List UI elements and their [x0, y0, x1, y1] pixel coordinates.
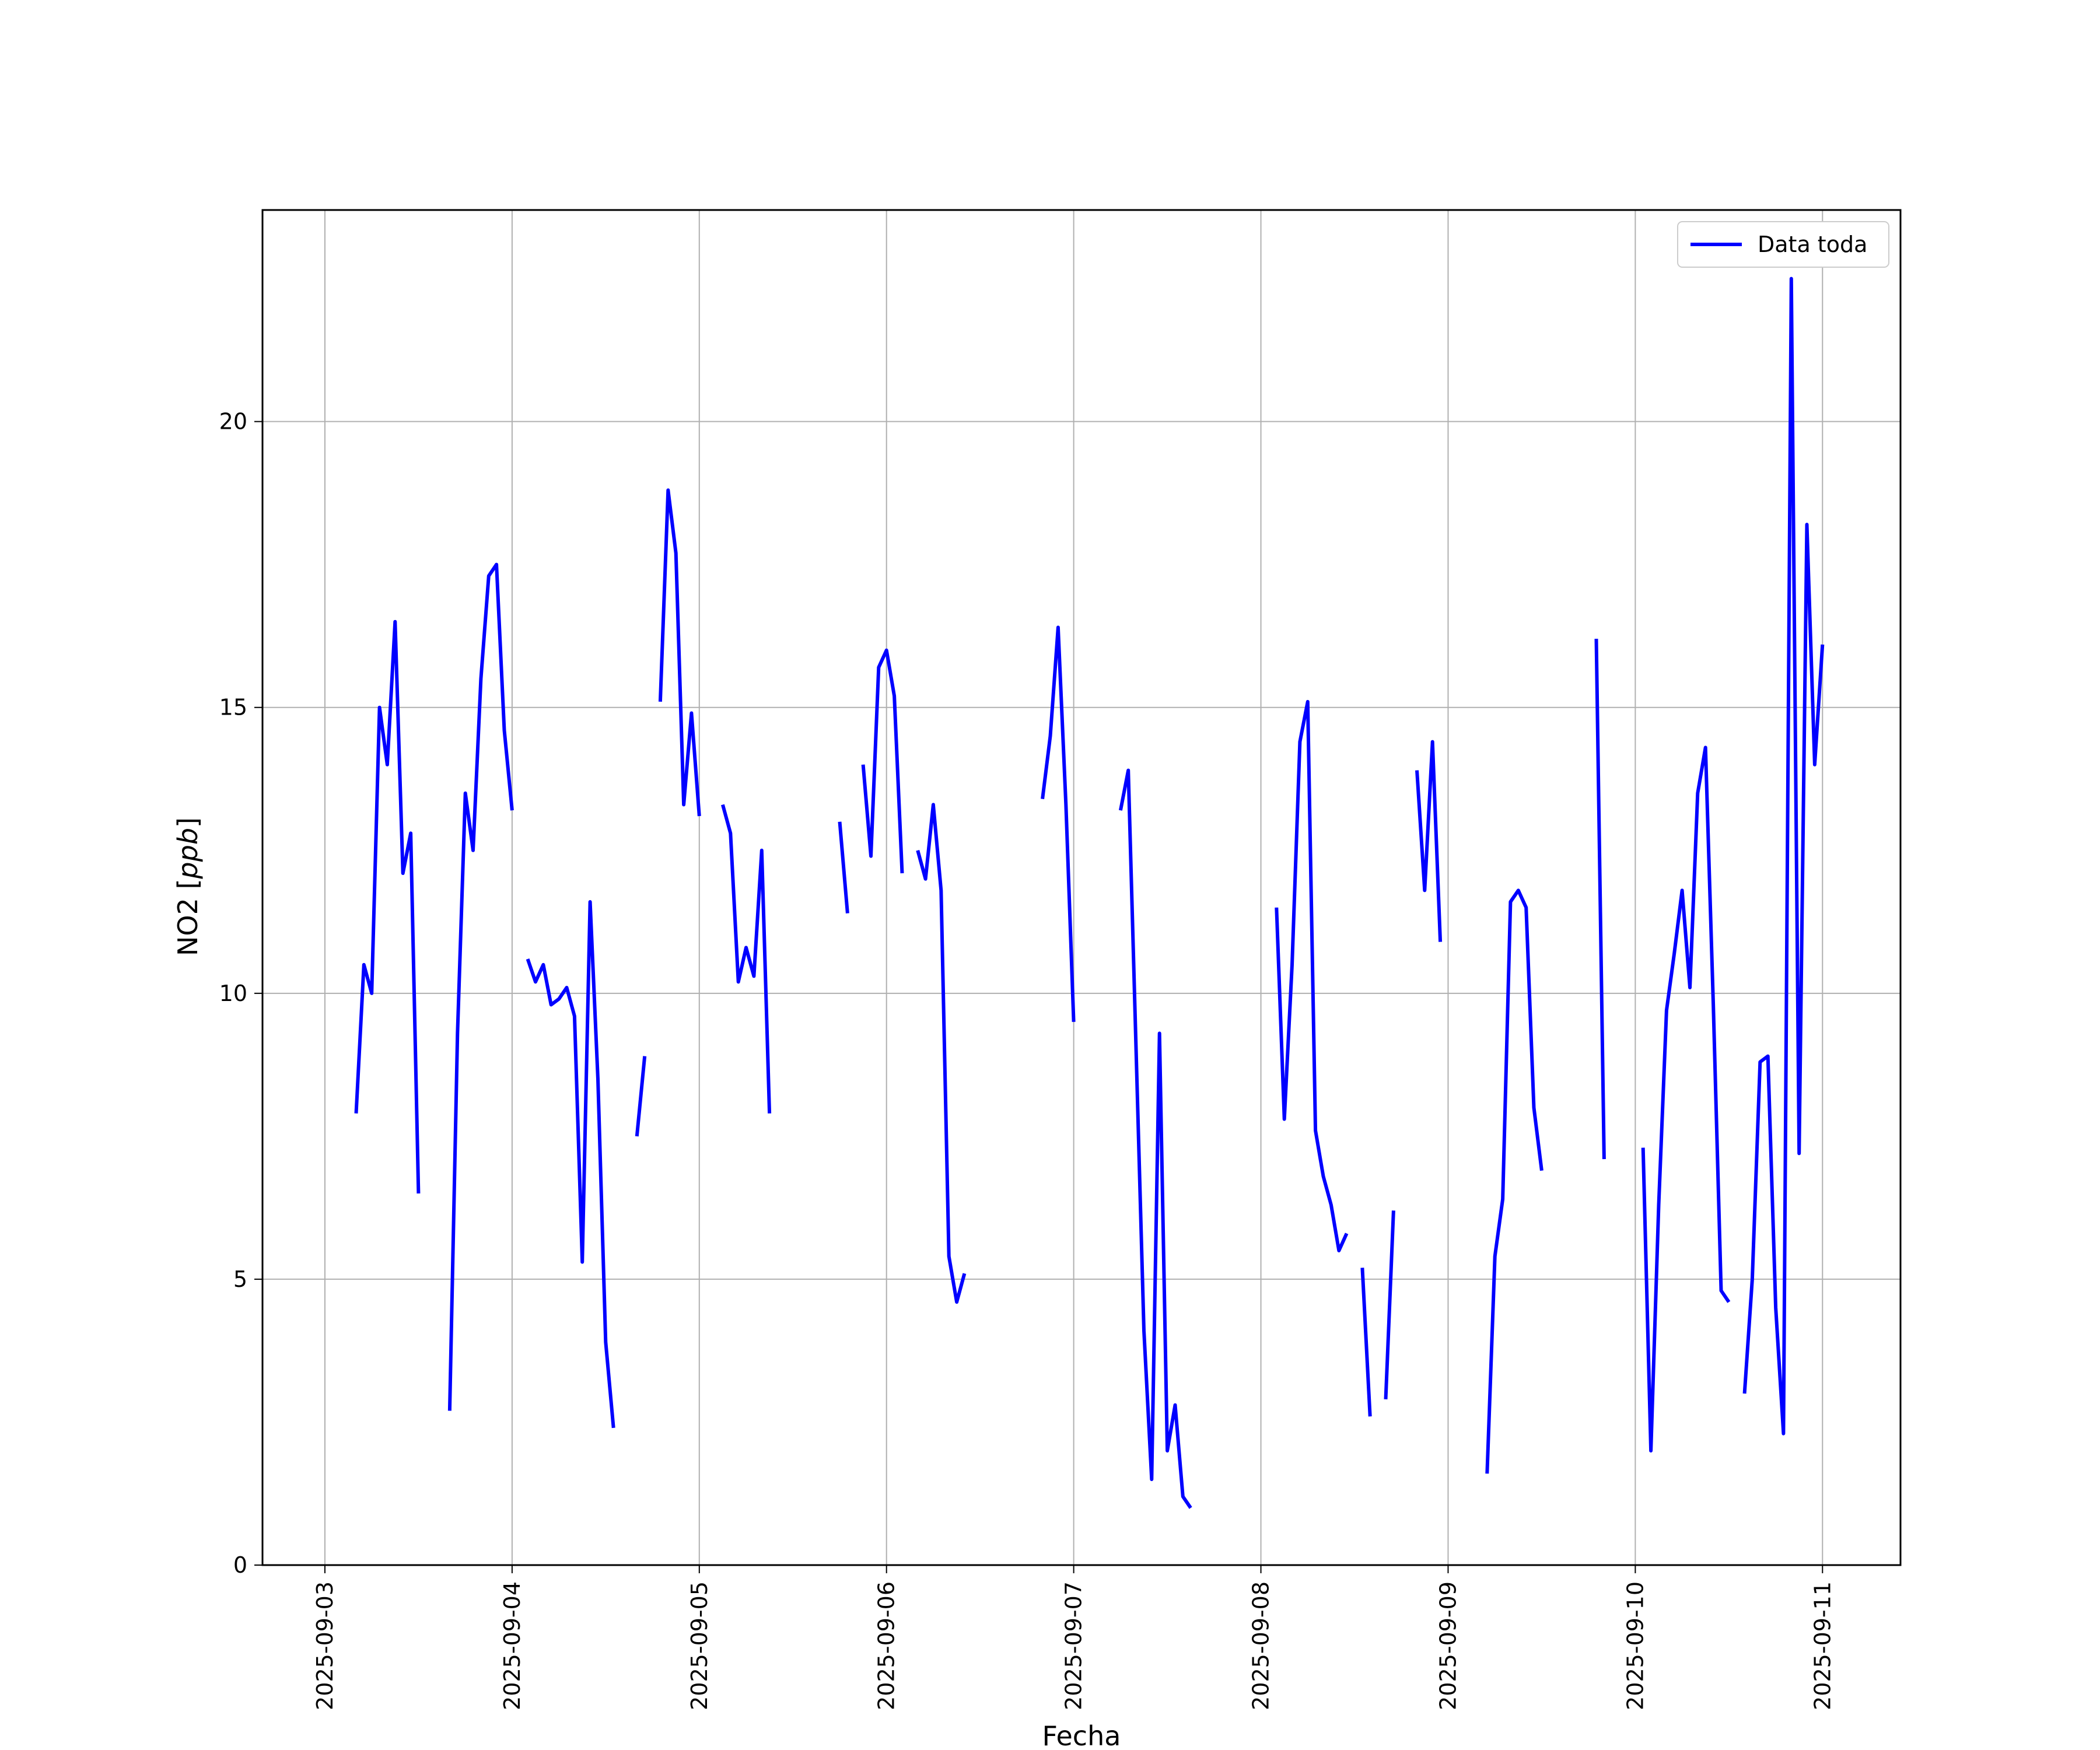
y-tick-label: 10 [219, 981, 247, 1006]
x-tick-label: 2025-09-05 [687, 1581, 712, 1710]
y-axis-label-base: NO2 [ [172, 879, 204, 956]
x-tick-label: 2025-09-04 [499, 1581, 525, 1710]
series-segment [526, 900, 615, 1429]
x-tick-label: 2025-09-10 [1622, 1581, 1648, 1710]
x-tick-label: 2025-09-08 [1248, 1581, 1274, 1710]
y-tick-label: 20 [219, 409, 247, 435]
x-tick-label: 2025-09-09 [1435, 1581, 1461, 1710]
series-segment [1641, 746, 1731, 1452]
x-tick-label: 2025-09-06 [874, 1581, 900, 1710]
legend: Data toda [1677, 221, 1889, 268]
x-tick-label: 2025-09-03 [312, 1581, 338, 1710]
series-segment [916, 803, 967, 1304]
series-segment [1275, 699, 1349, 1252]
plot-frame [261, 209, 1902, 1566]
series-segment [658, 488, 701, 817]
y-axis-label: NO2 [ppb] [172, 817, 204, 956]
series-segment [838, 821, 849, 914]
y-tick-label: 5 [233, 1266, 247, 1292]
y-axis-label-unit: ppb [172, 828, 204, 880]
series-lines [354, 276, 1825, 1509]
series-segment [1485, 888, 1544, 1474]
x-axis-label: Fecha [1042, 1720, 1121, 1750]
series-segment [1594, 639, 1606, 1160]
y-tick-label: 15 [219, 695, 247, 720]
series-segment [1041, 625, 1076, 1022]
y-tick-label: 0 [233, 1552, 247, 1578]
x-tick-label: 2025-09-11 [1810, 1581, 1835, 1710]
series-segment [1360, 1268, 1372, 1417]
y-axis-label-close: ] [172, 817, 204, 828]
legend-entry-data-toda: Data toda [1758, 232, 1867, 257]
series-segment [1415, 740, 1443, 942]
series-segment [354, 620, 421, 1194]
series-segment [447, 562, 514, 1411]
series-segment [721, 804, 772, 1114]
x-axis-ticks: 2025-09-03 2025-09-04 2025-09-05 2025-09-06… [312, 1565, 1835, 1710]
series-segment [635, 1056, 647, 1137]
series-segment [861, 648, 904, 874]
series-segment [1742, 276, 1825, 1436]
legend-box [1677, 221, 1889, 268]
series-segment [1384, 1210, 1395, 1399]
series-segment [1118, 768, 1192, 1509]
y-axis-ticks: 0 5 10 15 20 [219, 409, 262, 1578]
x-tick-label: 2025-09-07 [1061, 1581, 1087, 1710]
